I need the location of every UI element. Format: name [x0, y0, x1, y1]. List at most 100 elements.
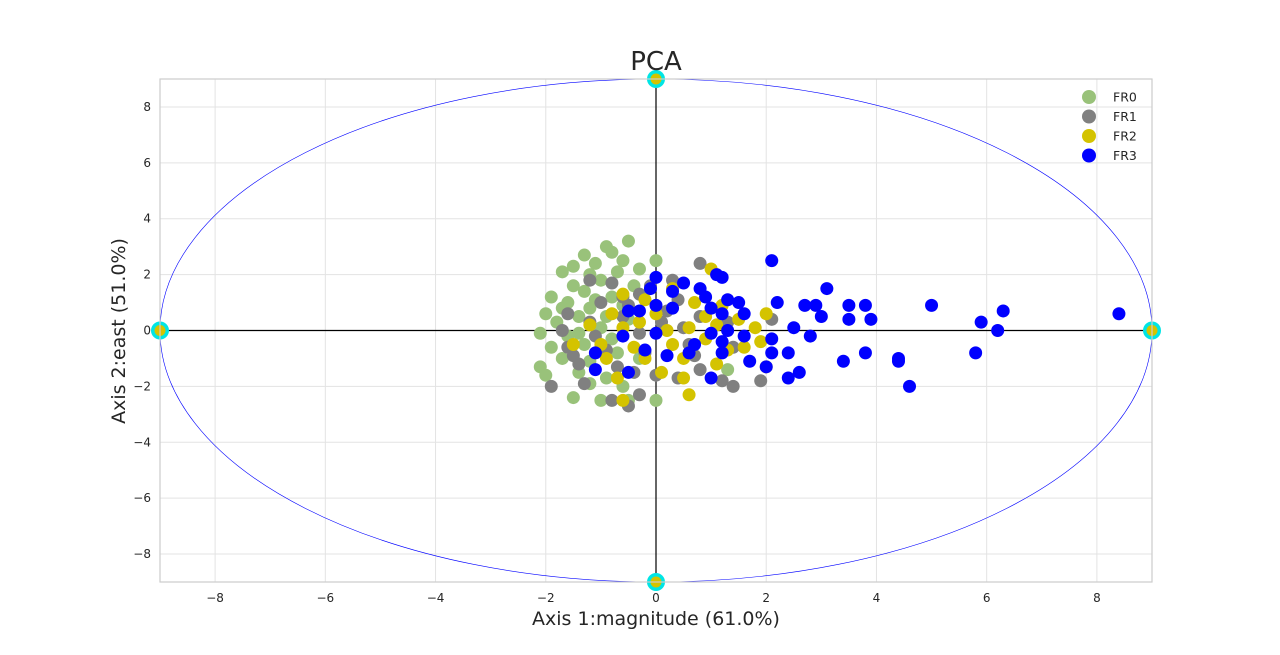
- point-fr3: [704, 326, 718, 340]
- point-fr3: [770, 296, 784, 310]
- point-fr0: [572, 310, 586, 324]
- point-fr3: [649, 270, 663, 284]
- point-fr3: [704, 371, 718, 385]
- x-tick-label: 0: [652, 591, 660, 605]
- point-fr3: [759, 360, 773, 374]
- point-fr1: [583, 273, 597, 287]
- point-fr3: [715, 270, 729, 284]
- point-fr3: [649, 298, 663, 312]
- point-fr3: [715, 346, 729, 360]
- y-tick-label: −6: [133, 491, 151, 505]
- y-tick-label: −4: [133, 435, 151, 449]
- point-fr3: [666, 284, 680, 298]
- point-fr3: [621, 304, 635, 318]
- point-fr3: [638, 343, 652, 357]
- point-fr3: [969, 346, 983, 360]
- point-fr2: [566, 337, 580, 351]
- point-fr2: [583, 318, 597, 332]
- point-fr0: [555, 351, 569, 365]
- point-fr0: [533, 326, 547, 340]
- point-fr3: [721, 324, 735, 337]
- point-fr3: [787, 321, 801, 335]
- point-fr0: [539, 368, 553, 382]
- point-fr0: [605, 290, 619, 304]
- point-fr0: [566, 391, 580, 405]
- point-fr0: [616, 254, 630, 268]
- point-fr3: [903, 379, 917, 393]
- point-fr3: [765, 346, 779, 360]
- point-fr2: [710, 357, 724, 371]
- point-fr0: [572, 326, 586, 340]
- y-tick-label: 2: [143, 268, 151, 282]
- point-fr2: [682, 321, 696, 335]
- point-fr3: [666, 301, 680, 315]
- point-fr3: [864, 312, 878, 326]
- point-fr3: [781, 346, 795, 360]
- y-tick-label: 4: [143, 212, 151, 226]
- point-fr3: [809, 298, 823, 312]
- point-fr1: [632, 388, 646, 402]
- x-tick-label: −8: [206, 591, 224, 605]
- point-fr3: [588, 363, 602, 377]
- y-tick-label: −8: [133, 547, 151, 561]
- point-fr3: [858, 298, 872, 312]
- point-fr3: [891, 354, 905, 368]
- point-fr3: [621, 365, 635, 379]
- point-fr2: [605, 307, 619, 321]
- point-fr0: [594, 273, 608, 287]
- point-fr0: [544, 290, 558, 304]
- point-fr1: [693, 256, 707, 270]
- point-fr1: [605, 276, 619, 290]
- legend-label-fr1: FR1: [1113, 109, 1137, 124]
- point-fr0: [632, 262, 646, 276]
- point-fr0: [539, 307, 553, 321]
- point-fr3: [732, 296, 746, 310]
- point-fr3: [842, 312, 856, 326]
- point-fr3: [660, 349, 674, 363]
- point-fr3: [792, 365, 806, 379]
- x-tick-label: 8: [1093, 591, 1101, 605]
- point-fr1: [632, 326, 646, 340]
- point-fr3: [649, 326, 663, 340]
- point-fr3: [858, 346, 872, 360]
- point-fr3: [699, 290, 713, 304]
- point-fr3: [588, 346, 602, 360]
- point-fr2: [616, 287, 630, 301]
- point-fr0: [577, 248, 591, 262]
- point-fr3: [991, 324, 1005, 337]
- point-fr2: [599, 351, 613, 365]
- x-tick-label: 4: [873, 591, 881, 605]
- point-fr2: [610, 371, 624, 385]
- scatter-points: [533, 234, 1126, 413]
- point-fr2: [682, 388, 696, 402]
- tick-labels: −8 −6 −4 −2 0 2 4 6 8 −8 −6 −4 −2 0 2 4 6 8: [133, 100, 1100, 605]
- point-fr0: [588, 256, 602, 270]
- point-fr3: [715, 335, 729, 349]
- point-fr3: [704, 301, 718, 315]
- point-fr3: [682, 346, 696, 360]
- point-fr2: [759, 307, 773, 321]
- point-fr0: [566, 259, 580, 273]
- point-fr1: [577, 377, 591, 391]
- point-fr1: [561, 307, 575, 321]
- x-tick-label: 6: [983, 591, 991, 605]
- x-tick-label: 2: [762, 591, 770, 605]
- point-fr2: [677, 371, 691, 385]
- point-fr2: [660, 324, 674, 337]
- point-fr3: [1112, 307, 1126, 321]
- point-fr3: [820, 282, 834, 296]
- chart-title: PCA: [630, 47, 682, 77]
- point-fr3: [721, 293, 735, 307]
- point-fr3: [616, 329, 630, 343]
- point-fr1: [605, 393, 619, 407]
- legend: FR0 FR1 FR2 FR3: [1082, 90, 1137, 163]
- point-fr0: [649, 393, 663, 407]
- point-fr3: [737, 329, 751, 343]
- point-fr1: [610, 360, 624, 374]
- point-fr2: [632, 315, 646, 329]
- point-fr3: [737, 307, 751, 321]
- point-fr1: [693, 363, 707, 377]
- x-axis-label: Axis 1:magnitude (61.0%): [532, 608, 780, 630]
- x-tick-label: −6: [316, 591, 334, 605]
